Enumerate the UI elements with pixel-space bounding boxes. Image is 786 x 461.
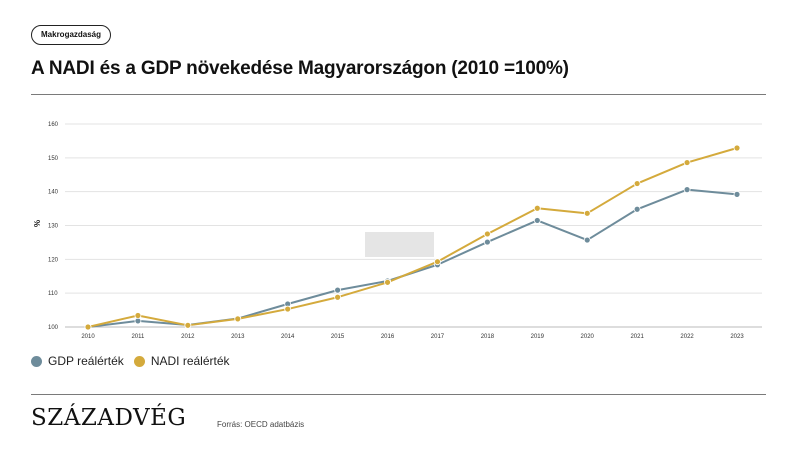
x-tick-label-2011: 2011 xyxy=(131,334,145,340)
grid xyxy=(65,123,762,328)
data-point-0-2021 xyxy=(633,205,641,213)
data-point-1-2018 xyxy=(483,230,491,238)
data-point-0-2020 xyxy=(583,236,591,244)
data-point-1-2023 xyxy=(733,144,741,152)
source-note: Forrás: OECD adatbázis xyxy=(217,420,305,429)
x-tick-label-2019: 2019 xyxy=(531,334,545,340)
data-point-1-2017 xyxy=(434,258,441,266)
x-tick-label-2017: 2017 xyxy=(431,334,445,340)
series-group xyxy=(84,144,741,331)
data-point-1-2016 xyxy=(384,278,391,286)
x-tick-label-2021: 2021 xyxy=(630,334,644,340)
data-point-0-2018 xyxy=(483,238,491,246)
x-tick-label-2018: 2018 xyxy=(481,334,495,340)
legend-item-gdp[interactable]: GDP reálérték xyxy=(31,354,124,368)
publisher-logo[interactable]: SZÁZADVÉG xyxy=(31,405,187,431)
x-tick-label-2010: 2010 xyxy=(81,334,95,340)
y-tick-label-130: 130 xyxy=(48,224,59,230)
data-point-1-2013 xyxy=(234,315,242,323)
x-tick-label-2013: 2013 xyxy=(231,334,245,340)
page-title: A NADI és a GDP növekedése Magyarországo… xyxy=(31,58,569,79)
data-point-1-2011 xyxy=(134,312,142,319)
data-point-0-2022 xyxy=(683,186,691,194)
top-divider xyxy=(31,94,766,95)
legend-swatch-nadi xyxy=(133,355,145,367)
placeholder-box xyxy=(365,232,434,257)
y-tick-label-120: 120 xyxy=(48,257,59,263)
y-tick-label-140: 140 xyxy=(48,190,59,196)
data-point-1-2021 xyxy=(633,180,641,187)
x-tick-label-2020: 2020 xyxy=(581,334,595,340)
y-axis-label: % xyxy=(33,220,42,227)
x-axis: 2010 2011 2012 2013 2014 2015 2016 2017 2018 2019… xyxy=(81,334,744,340)
data-point-1-2010 xyxy=(84,323,92,331)
data-point-1-2012 xyxy=(184,321,192,329)
x-tick-label-2015: 2015 xyxy=(331,334,345,340)
y-tick-label-110: 110 xyxy=(48,291,58,297)
x-tick-label-2012: 2012 xyxy=(181,334,195,340)
data-point-0-2023 xyxy=(733,190,741,198)
data-point-1-2014 xyxy=(284,305,292,313)
data-point-0-2015 xyxy=(334,286,342,294)
y-axis: 100 110 120 130 140 150 160 xyxy=(48,122,59,331)
y-tick-label-150: 150 xyxy=(48,156,59,162)
data-point-1-2019 xyxy=(533,204,541,212)
x-tick-label-2016: 2016 xyxy=(381,334,395,340)
series-line-1 xyxy=(87,147,738,328)
legend-swatch-gdp xyxy=(31,355,42,367)
y-tick-label-100: 100 xyxy=(48,325,59,331)
category-tag[interactable]: Makrogazdaság xyxy=(31,25,112,45)
legend-label-gdp: GDP reálérték xyxy=(48,354,124,368)
x-tick-label-2022: 2022 xyxy=(680,334,694,340)
line-chart: 100 110 120 130 140 150 160 % 2010 2011 2012 2013… xyxy=(33,122,762,340)
legend: GDP reálérték NADI reálérték xyxy=(31,354,230,368)
legend-label-nadi: NADI reálérték xyxy=(150,354,230,368)
legend-item-nadi[interactable]: NADI reálérték xyxy=(133,354,230,368)
x-tick-label-2023: 2023 xyxy=(730,334,744,340)
data-point-1-2022 xyxy=(683,159,691,166)
data-point-1-2020 xyxy=(583,209,591,217)
data-point-1-2015 xyxy=(334,293,342,301)
data-point-0-2019 xyxy=(533,217,541,224)
y-tick-label-160: 160 xyxy=(48,122,59,128)
x-tick-label-2014: 2014 xyxy=(281,334,295,340)
bottom-divider xyxy=(31,394,766,395)
